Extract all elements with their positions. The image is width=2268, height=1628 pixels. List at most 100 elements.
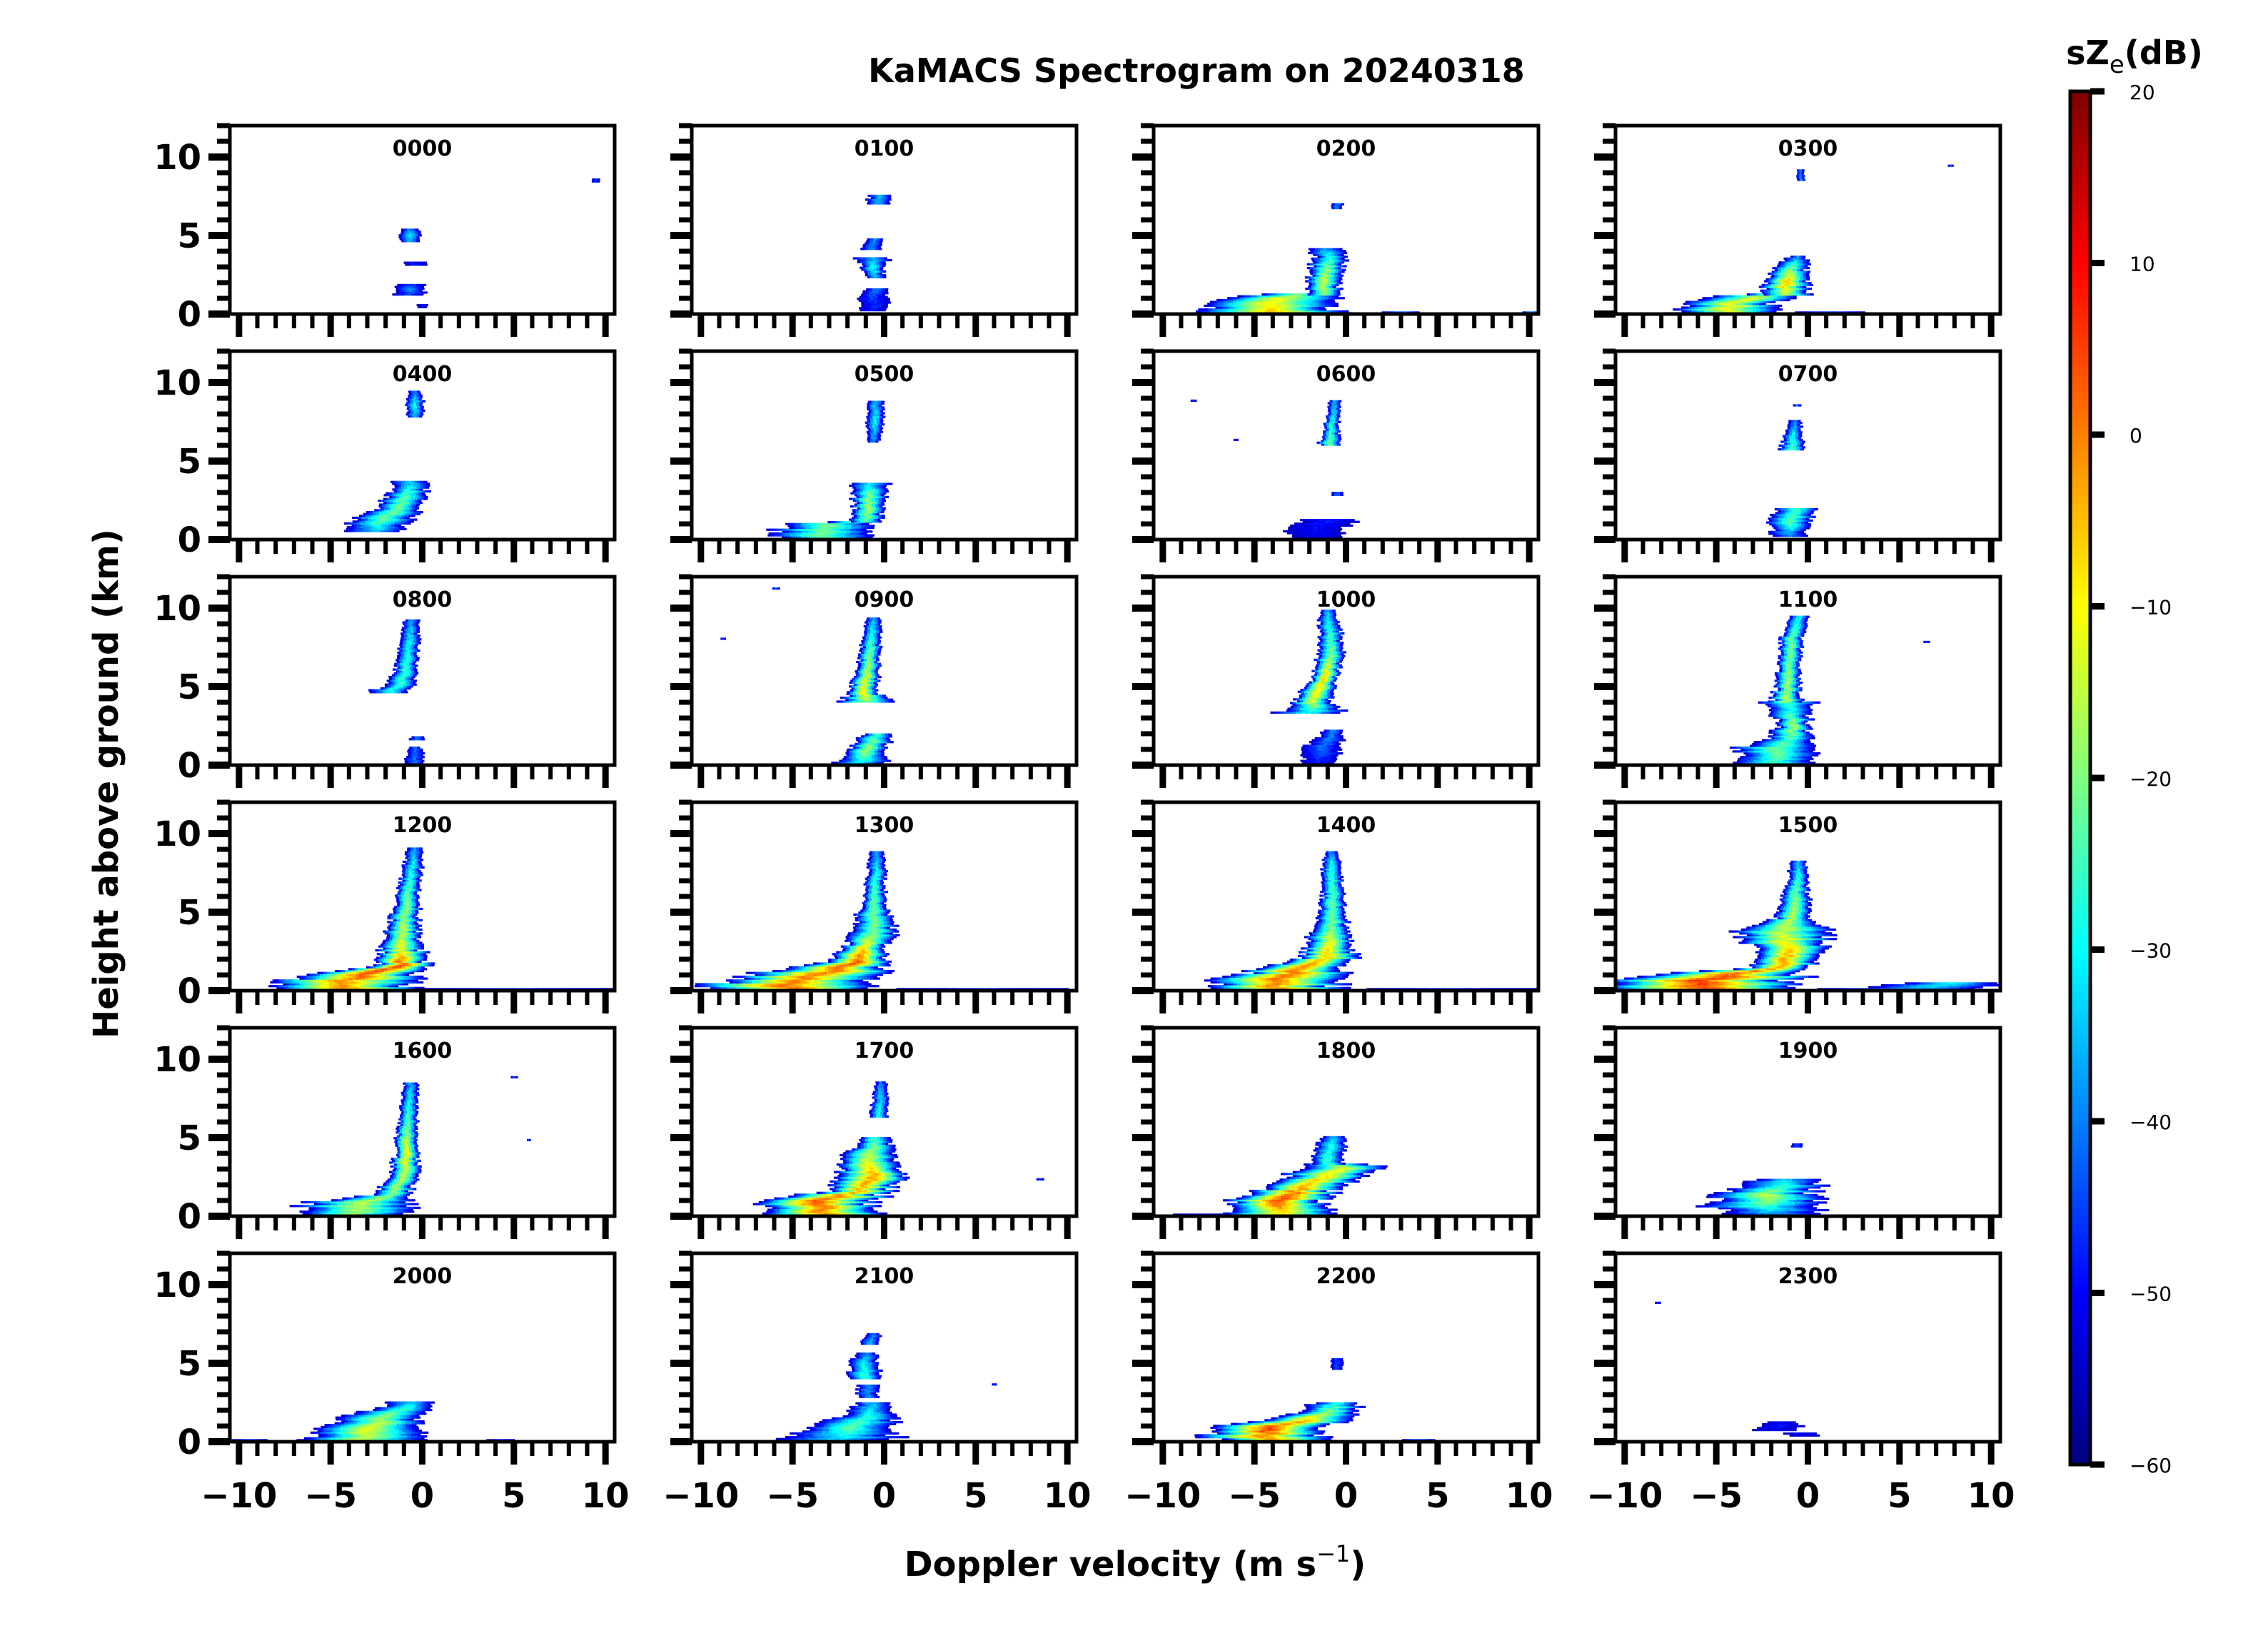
spectrogram-cell (410, 629, 414, 632)
spectrogram-cell (1342, 524, 1346, 527)
spectrogram-cell (855, 516, 860, 520)
spectrogram-cell (1698, 308, 1703, 311)
spectrogram-cell (1320, 276, 1324, 279)
spectrogram-cell (852, 490, 857, 493)
spectrogram-cell (419, 400, 423, 403)
spectrogram-cell (1801, 173, 1804, 176)
y-tick-label: 0 (178, 746, 201, 786)
spectrogram-cell (403, 518, 408, 521)
spectrogram-cell (1798, 282, 1803, 285)
spectrogram-cell (1309, 520, 1313, 523)
spectrogram-cell (414, 231, 418, 233)
spectrogram-cell (1230, 303, 1234, 305)
spectrogram-cell (865, 752, 869, 755)
spectrogram-cell (1205, 310, 1209, 313)
spectrogram-cell (1797, 448, 1801, 451)
spectrogram-cell (817, 536, 822, 539)
spectrogram-cell (1250, 306, 1254, 309)
spectrogram-cell (872, 619, 876, 622)
spectrogram-cell (875, 257, 878, 260)
spectrogram-cell (1330, 666, 1334, 669)
spectrogram-cell (410, 261, 414, 264)
spectrogram-cell (865, 307, 869, 310)
spectrogram-cell (1304, 704, 1309, 707)
spectrogram-cell (400, 672, 404, 674)
spectrogram-cell (878, 515, 882, 517)
spectrogram-cell (1336, 535, 1340, 538)
spectrogram-cell (880, 501, 884, 504)
spectrogram-cell (1795, 293, 1798, 296)
spectrogram-cell (867, 427, 871, 430)
spectrogram-cell (1323, 432, 1326, 435)
spectrogram-cell (865, 497, 870, 500)
spectrogram-cell (853, 505, 857, 508)
spectrogram-cell (867, 742, 871, 745)
spectrogram-cell (1326, 660, 1330, 663)
spectrogram-cell (416, 409, 420, 412)
spectrogram-cell (407, 285, 411, 288)
spectrogram-cell (1329, 687, 1334, 689)
spectrogram-cell (407, 486, 411, 489)
spectrogram-cell (402, 500, 406, 502)
spectrogram-cell (1323, 441, 1327, 444)
spectrogram-cell (1758, 303, 1763, 305)
spectrogram-cell (1324, 692, 1328, 695)
spectrogram-cell (378, 526, 383, 529)
spectrogram-cell (419, 748, 423, 751)
spectrogram-cell (402, 288, 406, 290)
spectrogram-cell (858, 672, 862, 674)
spectrogram-cell (875, 500, 880, 502)
spectrogram-cell (402, 644, 406, 647)
spectrogram-cell (1324, 694, 1328, 697)
spectrogram-cell (426, 485, 430, 487)
spectrogram-cell (1342, 532, 1346, 535)
spectrogram-cell (864, 682, 868, 684)
spectrogram-cell (865, 263, 869, 266)
spectrogram-cell (1781, 271, 1785, 273)
spectrogram-cell (852, 698, 856, 701)
spectrogram-cell (824, 536, 828, 539)
spectrogram-cell (398, 293, 402, 296)
spectrogram-cell (848, 525, 852, 527)
spectrogram-cell (1781, 278, 1785, 280)
spectrogram-cell (407, 634, 411, 637)
spectrogram-cell (1324, 698, 1329, 701)
spectrogram-cell (1783, 440, 1788, 443)
spectrogram-cell (1328, 672, 1332, 674)
spectrogram-cell (362, 527, 366, 530)
spectrogram-cell (1321, 534, 1325, 537)
spectrogram-cell (889, 482, 893, 485)
spectrogram-cell (889, 698, 894, 701)
spectrogram-cell (1789, 289, 1794, 292)
spectrogram-cell (859, 692, 863, 695)
spectrogram-cell (822, 534, 827, 537)
spectrogram-cell (1698, 310, 1702, 313)
spectrogram-cell (1800, 283, 1804, 286)
spectrogram-cell (411, 495, 415, 498)
spectrogram-cell (418, 232, 421, 235)
spectrogram-cell (1773, 276, 1778, 279)
spectrogram-cell (404, 757, 408, 761)
spectrogram-cell (1808, 508, 1813, 511)
spectrogram-cell (1780, 265, 1784, 268)
spectrogram-cell (398, 668, 403, 671)
spectrogram-cell (877, 752, 882, 755)
spectrogram-cell (1793, 532, 1797, 535)
spectrogram-cell (408, 759, 412, 762)
spectrogram-cell (1800, 263, 1805, 266)
spectrogram-cell (879, 418, 883, 420)
spectrogram-cell (1800, 293, 1805, 296)
spectrogram-cell (1327, 666, 1331, 669)
spectrogram-cell (406, 651, 410, 654)
spectrogram-cell (807, 536, 812, 539)
spectrogram-cell (1282, 297, 1286, 300)
spectrogram-cell (874, 642, 878, 644)
spectrogram-cell (1745, 303, 1750, 305)
panel-background (1154, 126, 1538, 314)
spectrogram-cell (857, 527, 862, 530)
spectrogram-cell (1787, 446, 1791, 449)
spectrogram-cell (391, 526, 395, 529)
spectrogram-cell (847, 691, 851, 694)
spectrogram-cell (870, 653, 875, 656)
